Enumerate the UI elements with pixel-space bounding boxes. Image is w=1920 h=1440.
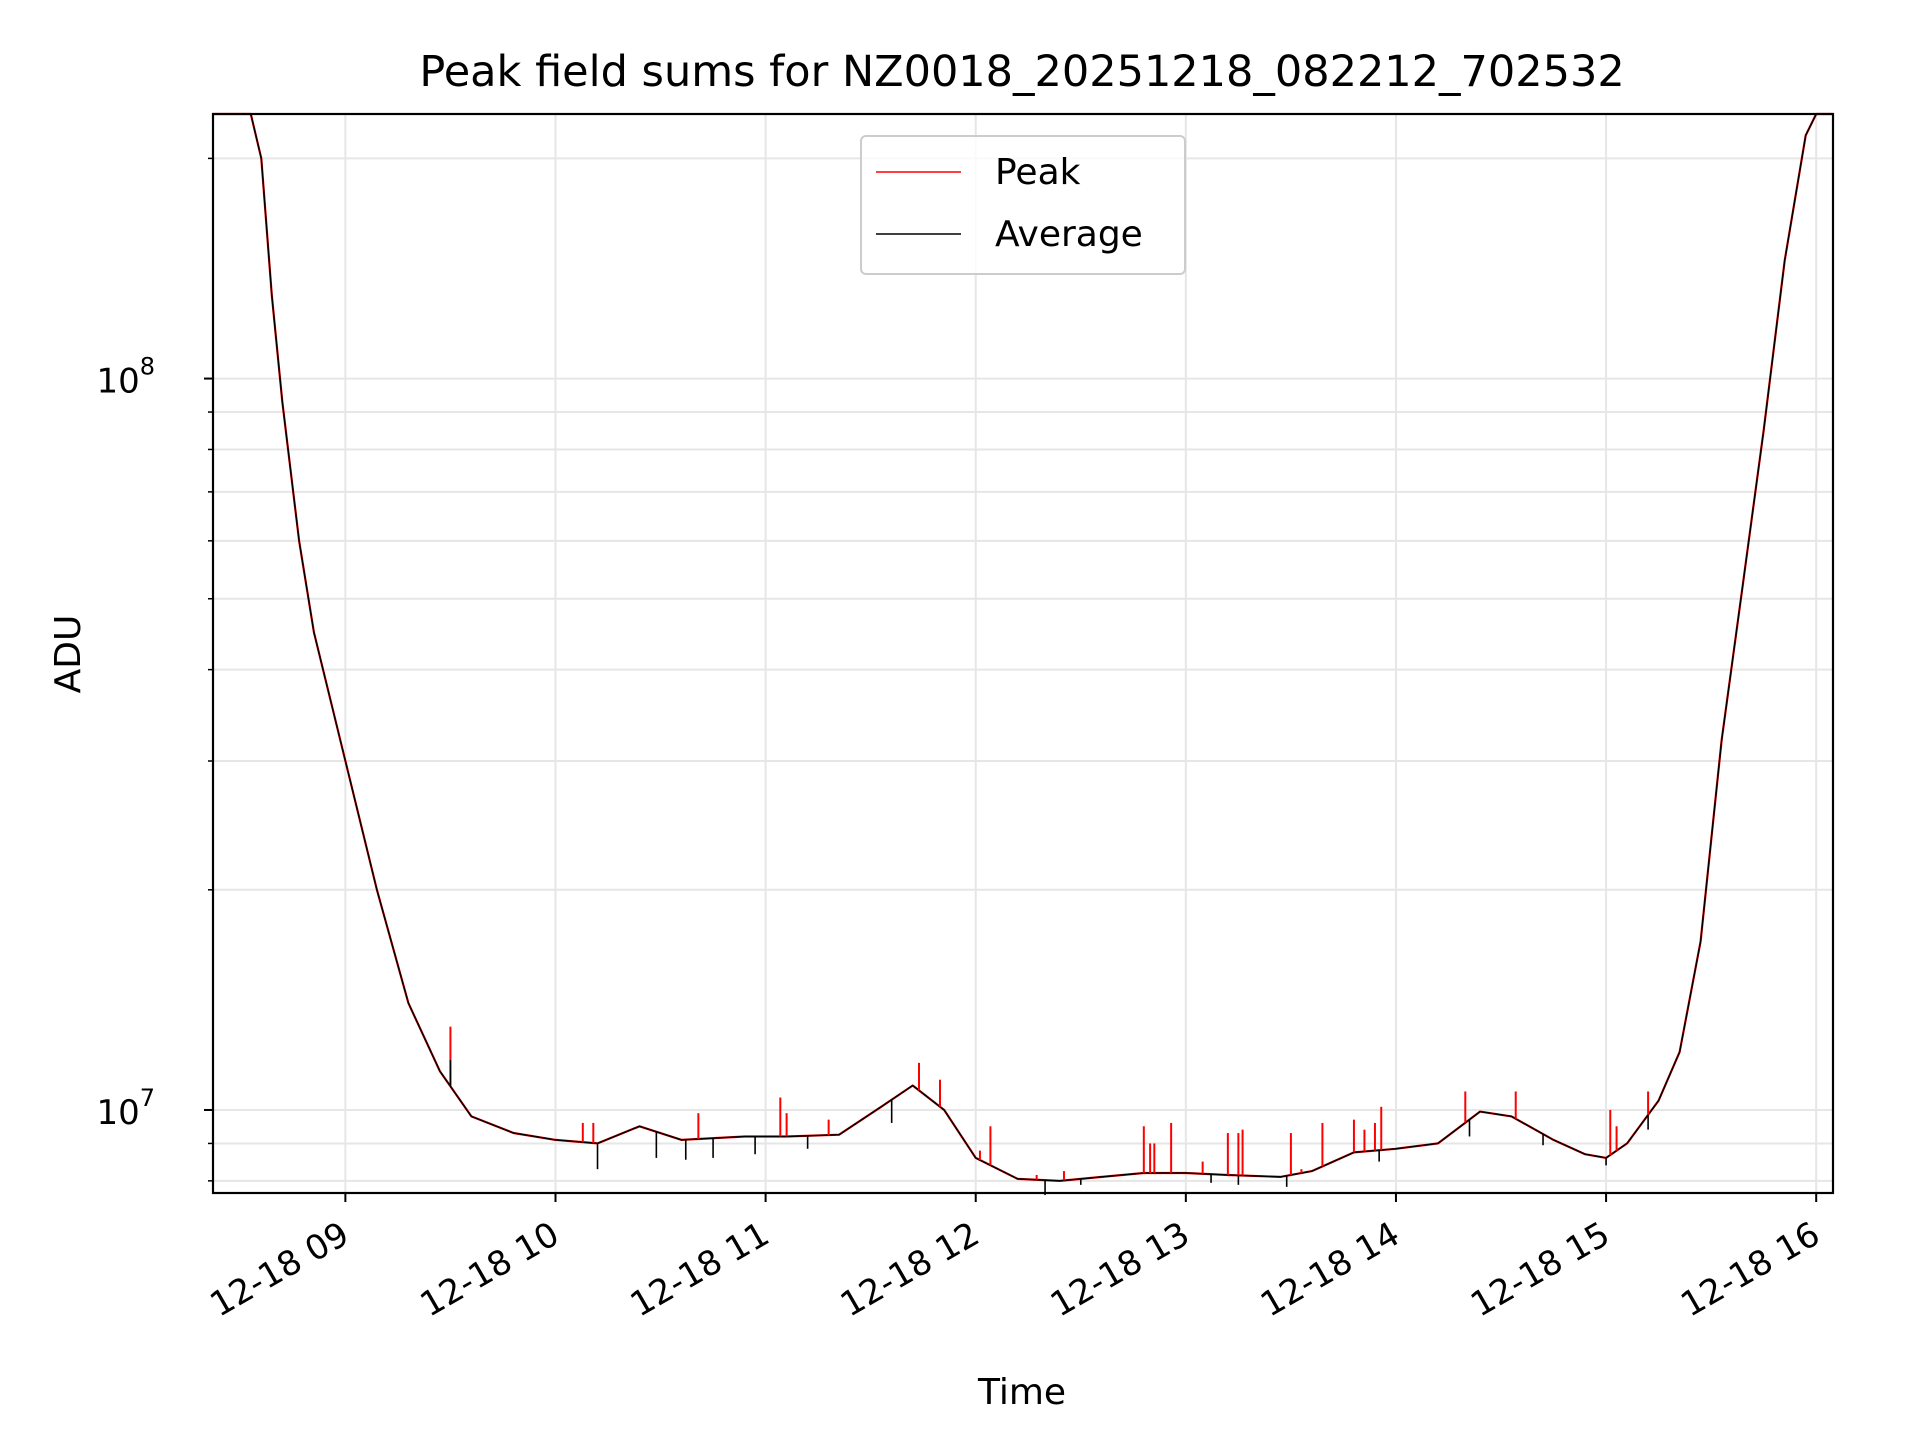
plot-area-frame [211,112,1835,1195]
y-axis-label: ADU [48,615,89,694]
grid [213,114,1833,1193]
y-axis: 107 108 [96,157,213,1182]
series-line-average [213,113,1833,1182]
legend: Peak Average [860,135,1186,275]
legend-label-average: Average [995,214,1143,255]
chart-title: Peak field sums for NZ0018_20251218_0822… [419,47,1624,97]
legend-box [860,135,1186,275]
y-tick-label: 107 [96,1084,155,1133]
series-layer [213,112,1833,1196]
legend-label-peak: Peak [995,152,1081,193]
y-tick-label: 108 [96,353,155,402]
x-axis-label: Time [977,1372,1066,1413]
